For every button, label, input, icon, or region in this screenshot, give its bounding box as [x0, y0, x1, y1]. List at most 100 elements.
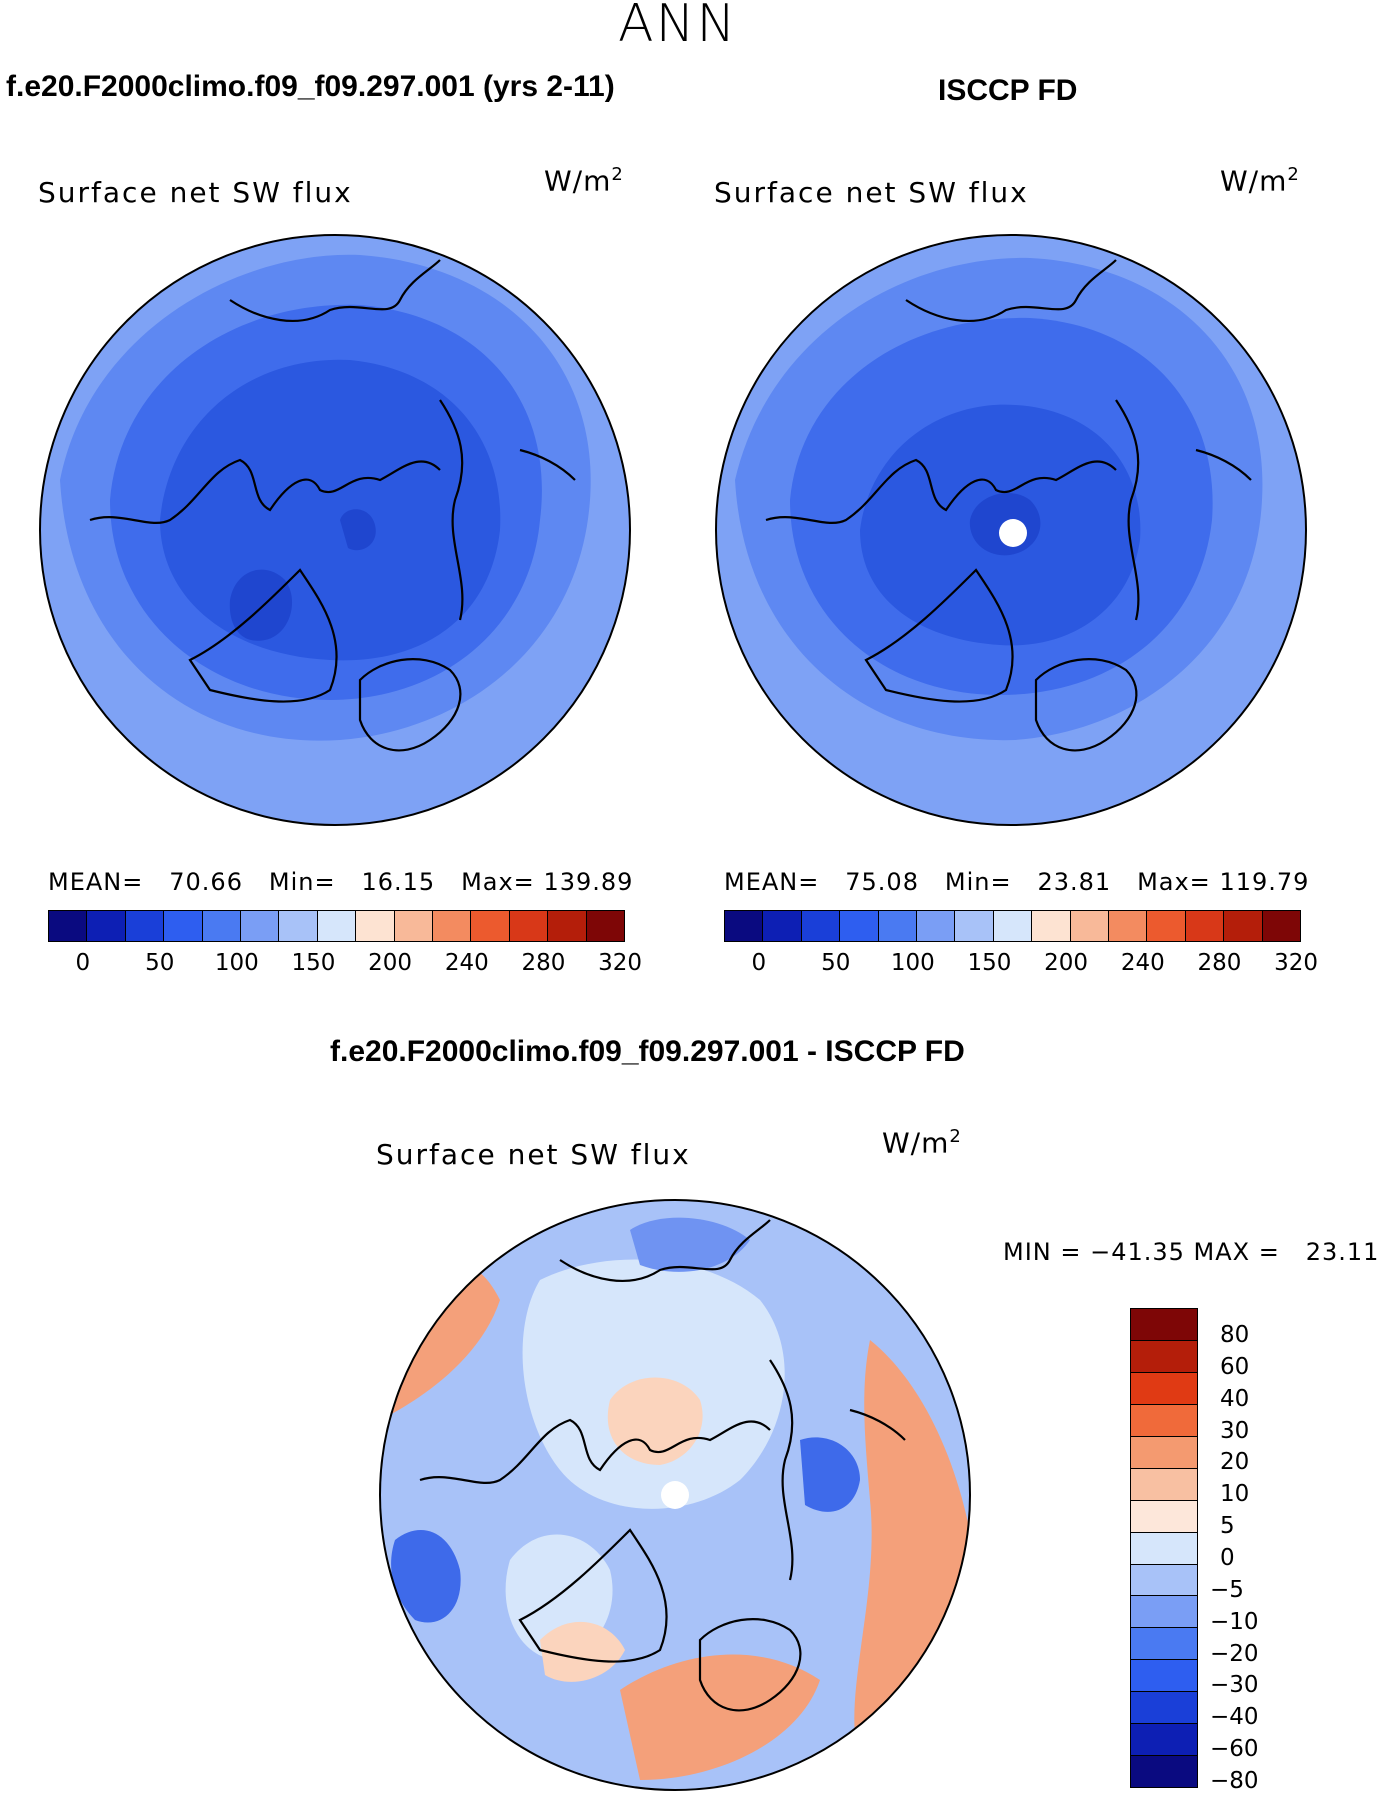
- diff-field-label: Surface net SW flux: [376, 1138, 691, 1171]
- diff-band-8: [800, 1437, 860, 1512]
- colorbar-swatch: [992, 911, 1032, 941]
- colorbar-swatch: [163, 911, 202, 941]
- colorbar-swatch: [201, 911, 241, 941]
- colorbar-swatch: [1131, 1531, 1197, 1564]
- diff-units-label: W/m2: [882, 1126, 962, 1160]
- colorbar-swatch: [1131, 1467, 1197, 1500]
- colorbar-tick-label: 320: [598, 950, 643, 976]
- obs-map-border: [715, 234, 1307, 826]
- diff-band-10: [540, 1621, 625, 1682]
- colorbar-tick-label: 280: [1197, 950, 1242, 976]
- obs-polar-map: [716, 235, 1306, 825]
- diff-map-border: [379, 1199, 971, 1791]
- obs-colorbar-ticks: 0 50 100 150 200 240 280 320: [0, 950, 1387, 980]
- colorbar-tick-label: 50: [821, 950, 851, 976]
- colorbar-swatch: [916, 911, 955, 941]
- obs-field-label: Surface net SW flux: [714, 176, 1029, 209]
- colorbar-swatch: [1131, 1723, 1197, 1756]
- colorbar-tick-label: −80: [1210, 1768, 1259, 1795]
- obs-min-value: 23.81: [1037, 868, 1112, 896]
- colorbar-swatch: [1131, 1755, 1197, 1788]
- colorbar-swatch: [316, 911, 356, 941]
- colorbar-swatch: [1131, 1627, 1197, 1660]
- model-case-title: f.e20.F2000climo.f09_f09.297.001 (yrs 2-…: [6, 70, 615, 103]
- colorbar-swatch: [1131, 1595, 1197, 1628]
- colorbar-swatch: [1108, 911, 1147, 941]
- colorbar-tick-label: 30: [1220, 1417, 1250, 1444]
- colorbar-swatch: [762, 911, 801, 941]
- obs-case-title: ISCCP FD: [938, 74, 1078, 107]
- colorbar-tick-label: 240: [1120, 950, 1165, 976]
- colorbar-swatch: [393, 911, 433, 941]
- colorbar-swatch: [1031, 911, 1070, 941]
- colorbar-swatch: [954, 911, 993, 941]
- colorbar-swatch: [432, 911, 471, 941]
- colorbar-swatch: [839, 911, 878, 941]
- obs-coastlines: [765, 259, 1252, 752]
- model-max-value: 139.89: [543, 868, 634, 896]
- colorbar-swatch: [585, 911, 625, 941]
- colorbar-swatch: [1131, 1339, 1197, 1372]
- colorbar-tick-label: 150: [291, 950, 336, 976]
- colorbar-tick-label: 100: [214, 950, 259, 976]
- model-mean-value: 70.66: [169, 868, 243, 896]
- colorbar-tick-label: 240: [444, 950, 489, 976]
- model-map-border: [39, 234, 631, 826]
- colorbar-swatch: [725, 911, 763, 941]
- model-units-label: W/m2: [544, 164, 624, 198]
- colorbar-swatch: [470, 911, 509, 941]
- colorbar-swatch: [800, 911, 840, 941]
- colorbar-swatch: [1131, 1659, 1197, 1692]
- colorbar-tick-label: 10: [1220, 1481, 1250, 1508]
- colorbar-tick-label: 80: [1220, 1321, 1250, 1348]
- colorbar-tick-label: 0: [1220, 1545, 1235, 1571]
- colorbar-tick-label: 280: [521, 950, 566, 976]
- colorbar-tick-label: 200: [1044, 950, 1089, 976]
- diff-band-2: [854, 1340, 970, 1760]
- obs-units-label: W/m2: [1220, 164, 1300, 198]
- model-colorbar-ticks: 0 50 100 150 200 240 280 320: [0, 950, 700, 980]
- colorbar-tick-label: 320: [1274, 950, 1319, 976]
- colorbar-tick-label: 60: [1220, 1353, 1250, 1380]
- colorbar-swatch: [355, 911, 394, 941]
- obs-mean-value: 75.08: [845, 868, 919, 896]
- model-colorbar: [48, 910, 625, 942]
- colorbar-swatch: [1184, 911, 1224, 941]
- colorbar-tick-label: −20: [1210, 1640, 1259, 1667]
- colorbar-tick-label: 40: [1220, 1385, 1250, 1412]
- colorbar-swatch: [240, 911, 279, 941]
- model-coastlines: [89, 259, 576, 752]
- colorbar-swatch: [1069, 911, 1109, 941]
- colorbar-swatch: [1131, 1371, 1197, 1404]
- colorbar-swatch: [1131, 1403, 1197, 1436]
- colorbar-tick-label: 20: [1220, 1449, 1250, 1476]
- season-title: ANN: [618, 0, 738, 54]
- diff-minmax: MIN = −41.35 MAX = 23.11: [1003, 1238, 1380, 1266]
- colorbar-tick-label: 50: [145, 950, 175, 976]
- colorbar-tick-label: −60: [1210, 1736, 1259, 1763]
- diff-colorbar: [1130, 1308, 1198, 1788]
- colorbar-swatch: [86, 911, 125, 941]
- colorbar-swatch: [1261, 911, 1301, 941]
- colorbar-swatch: [1131, 1309, 1197, 1340]
- diff-band-7: [391, 1530, 461, 1623]
- colorbar-tick-label: 150: [967, 950, 1012, 976]
- diff-pole-hole: [661, 1481, 689, 1509]
- colorbar-tick-label: 0: [75, 950, 91, 976]
- colorbar-tick-label: −30: [1210, 1672, 1259, 1699]
- diff-coastlines: [419, 1219, 906, 1712]
- colorbar-swatch: [877, 911, 917, 941]
- colorbar-tick-label: −40: [1210, 1704, 1259, 1731]
- colorbar-swatch: [278, 911, 317, 941]
- colorbar-tick-label: −10: [1210, 1608, 1259, 1635]
- diff-polar-map: [380, 1200, 970, 1790]
- model-min-value: 16.15: [361, 868, 436, 896]
- model-polar-map: [40, 235, 630, 825]
- model-band-5: [340, 509, 376, 551]
- diff-colorbar-ticks: 80 60 40 30 20 10 5 0 −5 −10 −20 −30 −40 −60 −80: [1210, 1308, 1330, 1794]
- colorbar-swatch: [1131, 1499, 1197, 1532]
- colorbar-tick-label: 100: [890, 950, 935, 976]
- obs-colorbar: [724, 910, 1301, 942]
- diff-band-3: [620, 1654, 820, 1780]
